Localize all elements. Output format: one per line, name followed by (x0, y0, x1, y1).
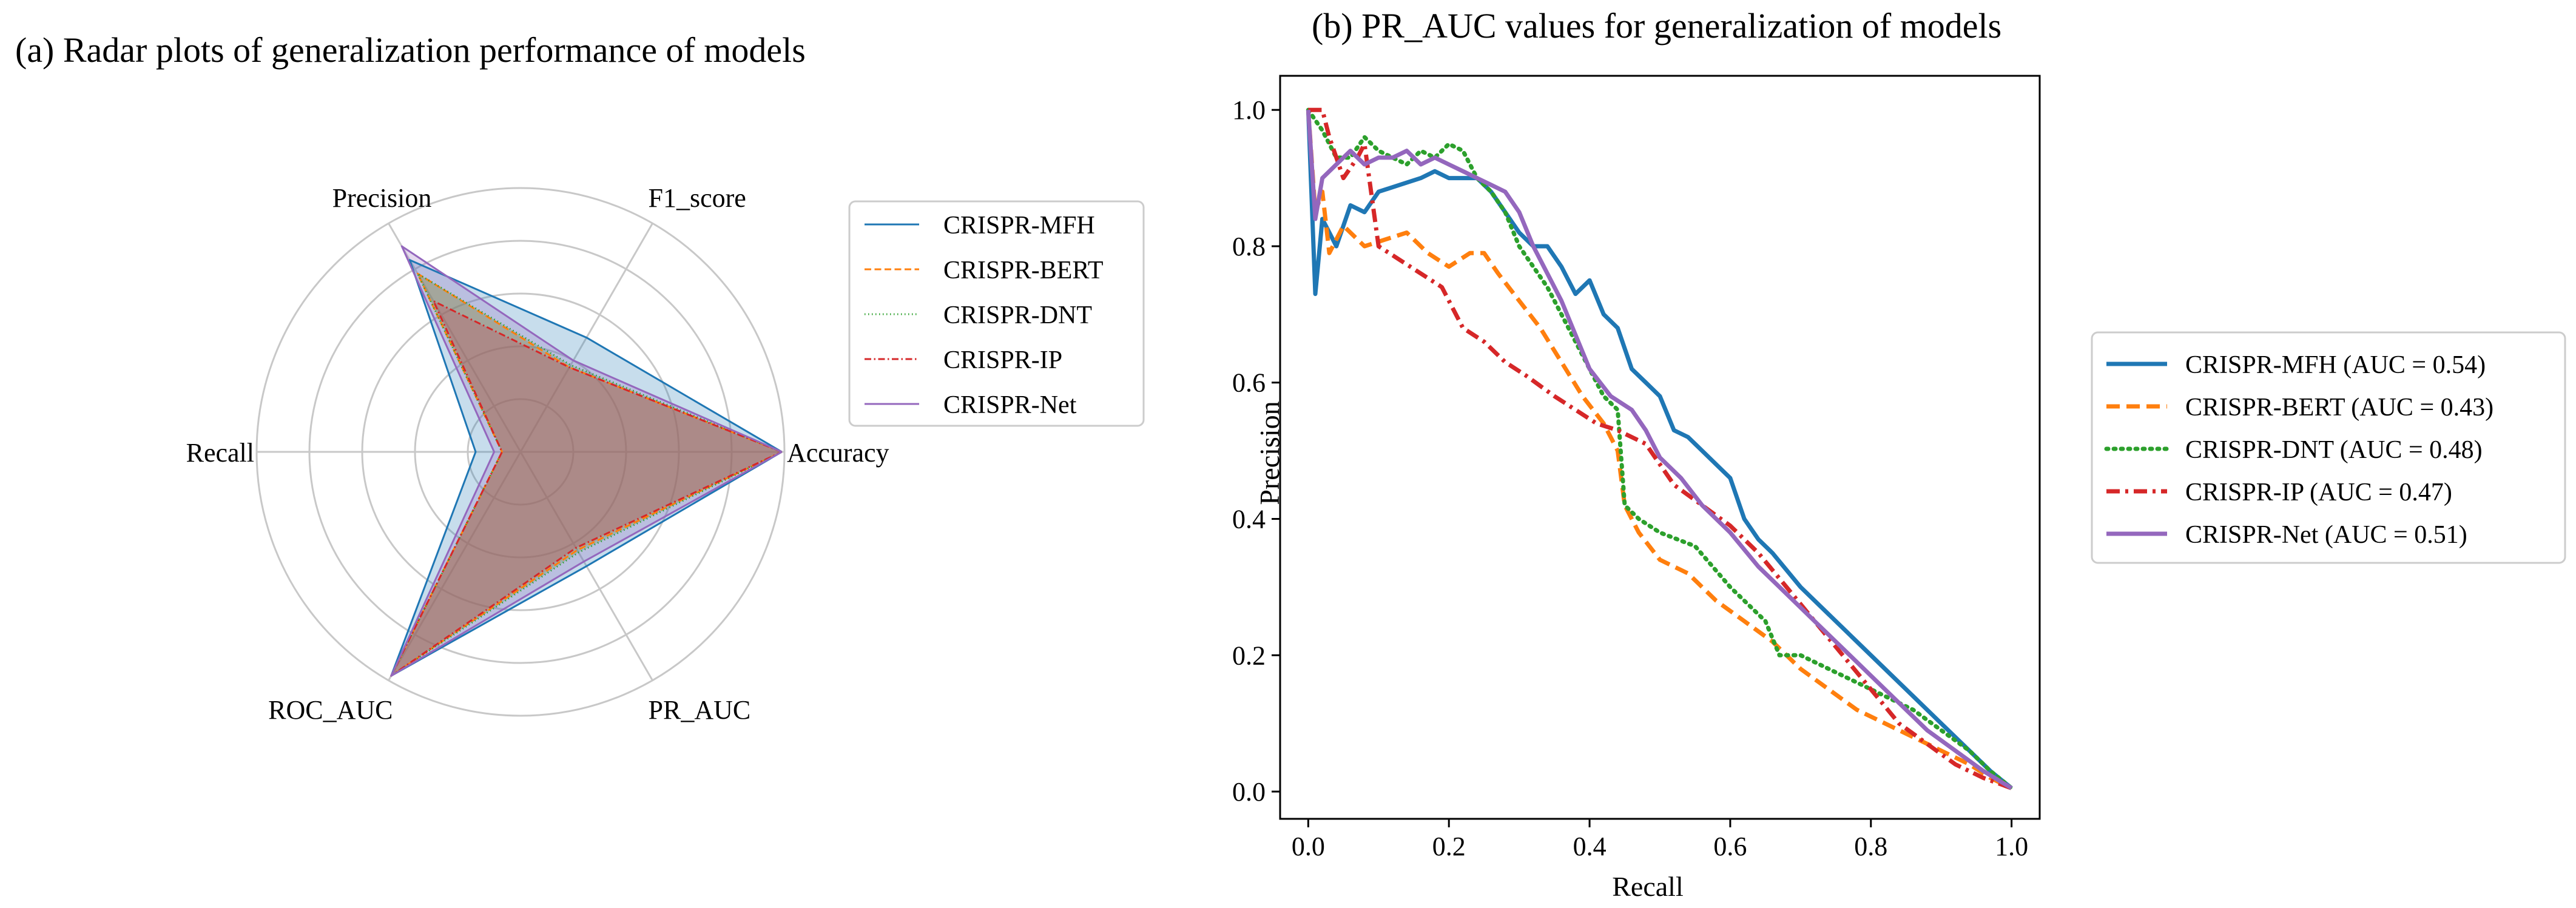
radar-line-crispr-dnt (390, 272, 783, 677)
pr-legend-label-crispr-net: CRISPR-Net (AUC = 0.51) (2185, 521, 2467, 549)
radar-line-crispr-mfh (390, 259, 783, 677)
radar-fill-crispr-ip (391, 301, 782, 676)
pr-y-tick-label: 1.0 (1232, 95, 1266, 125)
radar-title: (a) Radar plots of generalization perfor… (15, 30, 806, 70)
pr-y-tick-label: 0.8 (1232, 232, 1266, 261)
radar-panel: (a) Radar plots of generalization perfor… (15, 30, 1145, 725)
pr-x-tick-label: 0.4 (1573, 832, 1607, 861)
pr-legend: CRISPR-MFH (AUC = 0.54) CRISPR-BERT (AUC … (2091, 331, 2566, 564)
pr-x-tick-label: 0.6 (1713, 832, 1747, 861)
pr-line-crispr-net (1306, 109, 2013, 790)
pr-line-crispr-ip (1308, 107, 2012, 790)
pr-y-tick-label: 0.0 (1232, 777, 1266, 807)
pr-x-tick-label: 0.2 (1432, 832, 1466, 861)
radar-grid (255, 187, 786, 717)
pr-panel: (b) PR_AUC values for generalization of … (1232, 6, 2566, 902)
radar-fill-crispr-dnt (391, 274, 782, 676)
radar-legend-label-crispr-mfh: CRISPR-MFH (943, 212, 1095, 240)
pr-y-tick-label: 0.2 (1232, 641, 1266, 670)
radar-axis-label-precision: Precision (332, 183, 432, 213)
radar-line-crispr-bert (390, 272, 783, 677)
radar-axis-label-recall: Recall (186, 438, 254, 468)
radar-axis-labels: Accuracy F1_score Precision Recall ROC_AUC PR… (186, 183, 889, 725)
radar-legend-frame (848, 200, 1145, 427)
pr-y-ticks: 0.0 0.2 0.4 0.6 0.8 1.0 (1232, 95, 1280, 807)
pr-y-tick-label: 0.6 (1232, 368, 1266, 398)
radar-line-crispr-ip (390, 300, 783, 677)
pr-legend-label-crispr-mfh: CRISPR-MFH (AUC = 0.54) (2185, 351, 2486, 379)
radar-axis-label-pr-auc: PR_AUC (649, 695, 751, 725)
radar-fill-crispr-net (391, 246, 782, 676)
radar-fill-crispr-bert (391, 274, 782, 676)
pr-x-tick-label: 0.8 (1854, 832, 1887, 861)
radar-fill-crispr-mfh (391, 260, 782, 676)
pr-y-label: Precision (1254, 401, 1285, 505)
pr-title: (b) PR_AUC values for generalization of … (1312, 6, 2001, 45)
radar-legend: CRISPR-MFH CRISPR-BERT CRISPR-DNT CRISPR-IP… (848, 200, 1145, 427)
radar-legend-label-crispr-ip: CRISPR-IP (943, 346, 1062, 374)
radar-series (390, 245, 783, 677)
radar-axis-label-f1-score: F1_score (649, 183, 746, 213)
pr-y-tick-label: 0.4 (1232, 505, 1266, 534)
radar-line-crispr-net (390, 245, 783, 677)
pr-legend-frame (2091, 331, 2566, 564)
pr-x-tick-label: 1.0 (1995, 832, 2028, 861)
pr-x-label: Recall (1612, 871, 1684, 902)
radar-legend-label-crispr-net: CRISPR-Net (943, 391, 1077, 419)
radar-axis-label-accuracy: Accuracy (787, 438, 889, 468)
pr-lines (1306, 107, 2014, 790)
pr-x-ticks: 0.0 0.2 0.4 0.6 0.8 1.0 (1292, 819, 2028, 861)
pr-line-crispr-dnt (1306, 107, 2014, 790)
pr-legend-label-crispr-bert: CRISPR-BERT (AUC = 0.43) (2185, 394, 2493, 422)
radar-legend-label-crispr-bert: CRISPR-BERT (943, 257, 1104, 284)
radar-axis-label-roc-auc: ROC_AUC (268, 695, 393, 725)
pr-line-crispr-mfh (1306, 110, 2013, 790)
pr-plot-area (1279, 75, 2041, 820)
radar-legend-label-crispr-dnt: CRISPR-DNT (943, 301, 1092, 329)
pr-legend-label-crispr-ip: CRISPR-IP (AUC = 0.47) (2185, 479, 2452, 506)
pr-x-tick-label: 0.0 (1292, 832, 1325, 861)
pr-legend-label-crispr-dnt: CRISPR-DNT (AUC = 0.48) (2185, 436, 2483, 464)
radar-spoke-roc-auc (388, 451, 522, 681)
